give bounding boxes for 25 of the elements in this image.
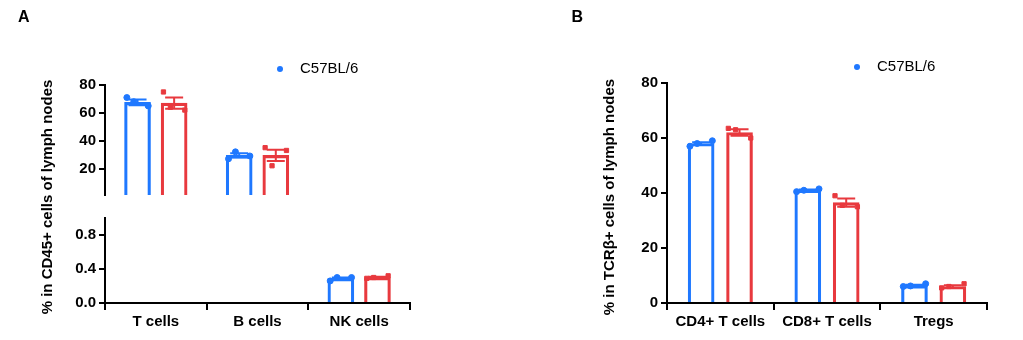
x-tick-label: T cells: [132, 312, 180, 330]
y-tick-label: 20: [640, 238, 658, 256]
y-tick-label: 0.4: [75, 259, 97, 277]
bar: [832, 202, 860, 302]
x-tick-label: NK cells: [329, 312, 389, 330]
x-tick-label: B cells: [233, 312, 282, 330]
legend-label: C57BL/6: [876, 57, 935, 75]
x-tick-label: CD4+ T cells: [675, 312, 765, 330]
y-tick-label: 40: [79, 130, 96, 148]
chart-title: B: [571, 8, 584, 26]
chart-title: A: [18, 8, 30, 26]
y-axis-title: % in TCRβ+ cells of lymph nodes: [598, 77, 618, 318]
legend-label: C57BL/6: [300, 59, 359, 77]
y-tick-label: 80: [640, 73, 658, 91]
y-tick-label: 20: [79, 158, 96, 176]
x-tick-label: CD8+ T cells: [781, 312, 872, 330]
y-tick-label: 0.0: [75, 293, 96, 311]
y-tick-label: 40: [640, 183, 658, 201]
y-tick-label: 60: [640, 128, 658, 146]
x-tick-label: Tregs: [913, 312, 954, 330]
y-tick-label: 80: [79, 75, 96, 93]
y-tick-label: 60: [79, 102, 96, 120]
y-tick-label: 0.8: [75, 225, 96, 243]
y-axis-title: % in CD45+ cells of lymph nodes: [37, 78, 56, 317]
y-tick-label: 0: [649, 293, 658, 311]
